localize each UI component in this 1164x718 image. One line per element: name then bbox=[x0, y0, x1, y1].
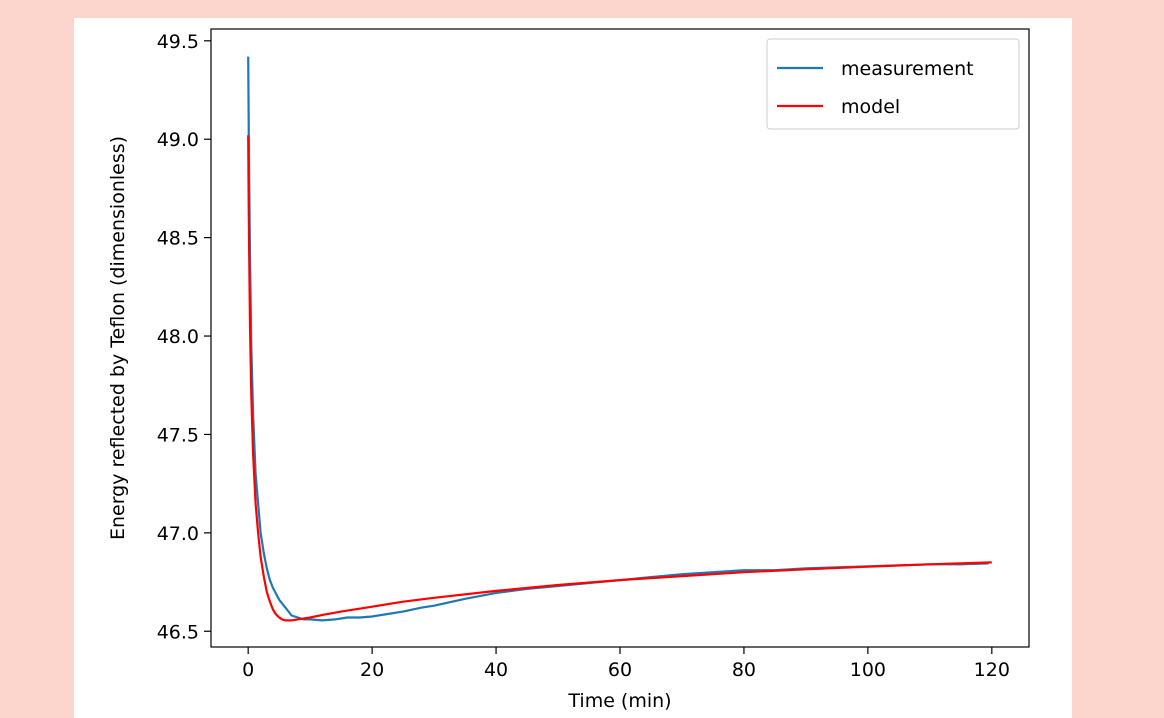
legend-label-model: model bbox=[841, 96, 900, 118]
legend-label-measurement: measurement bbox=[841, 58, 974, 80]
legend-box bbox=[766, 38, 1020, 130]
plot-lines bbox=[247, 56, 992, 622]
series-line-measurement bbox=[247, 56, 989, 622]
y-tick-label: 47.5 bbox=[157, 424, 199, 446]
y-tick-label: 49.5 bbox=[157, 31, 199, 53]
figure-canvas: 0 20 40 60 80 100 120 46.5 47.0 47.5 48.0 48.5 49.0 4… bbox=[74, 18, 1072, 718]
line-chart: 0 20 40 60 80 100 120 46.5 47.0 47.5 48.0 48.5 49.0 4… bbox=[107, 28, 1030, 712]
series-line-model bbox=[247, 135, 992, 622]
x-tick-label: 0 bbox=[242, 659, 254, 681]
x-tick-label: 120 bbox=[974, 659, 1010, 681]
axis-ticks: 0 20 40 60 80 100 120 46.5 47.0 47.5 48.0 48.5 49.0 4… bbox=[157, 31, 1010, 681]
x-tick-label: 100 bbox=[850, 659, 886, 681]
y-tick-label: 49.0 bbox=[157, 129, 199, 151]
y-tick-label: 48.5 bbox=[157, 228, 199, 250]
y-tick-label: 47.0 bbox=[157, 523, 199, 545]
x-tick-label: 60 bbox=[608, 659, 632, 681]
x-axis-label: Time (min) bbox=[567, 690, 671, 712]
y-tick-label: 48.0 bbox=[157, 326, 199, 348]
legend: measurement model bbox=[766, 38, 1020, 130]
x-tick-label: 80 bbox=[732, 659, 756, 681]
y-tick-label: 46.5 bbox=[157, 621, 199, 643]
x-tick-label: 40 bbox=[484, 659, 508, 681]
x-tick-label: 20 bbox=[360, 659, 384, 681]
y-axis-label: Energy reflected by Teflon (dimensionles… bbox=[107, 136, 129, 540]
